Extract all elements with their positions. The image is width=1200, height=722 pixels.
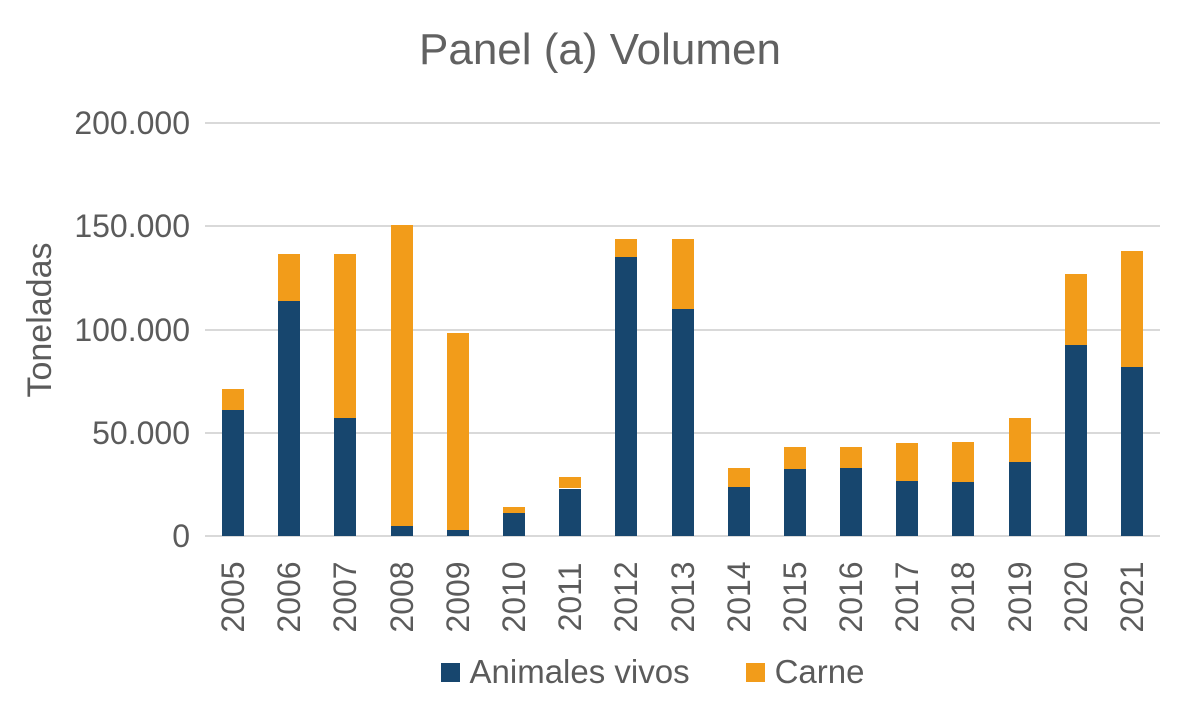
bar-segment xyxy=(727,467,750,488)
x-tick-label: 2008 xyxy=(383,561,420,633)
bar-segment xyxy=(952,442,975,483)
bar-segment xyxy=(559,477,582,489)
gridline xyxy=(205,122,1160,124)
x-tick-label: 2019 xyxy=(1001,561,1038,633)
bar-segment xyxy=(1008,461,1031,536)
bar-segment xyxy=(390,525,413,536)
bar-segment xyxy=(1120,251,1143,367)
x-tick-label: 2014 xyxy=(720,561,757,633)
animales-vivos-swatch-icon xyxy=(440,662,460,682)
legend-label: Carne xyxy=(774,653,865,690)
bar-segment xyxy=(727,487,750,536)
bar-segment xyxy=(446,332,469,530)
bar-segment xyxy=(222,389,245,411)
bar-segment xyxy=(1064,344,1087,536)
bar-segment xyxy=(278,300,301,536)
bar-segment xyxy=(952,482,975,536)
bar-segment xyxy=(840,467,863,536)
y-tick-label: 200.000 xyxy=(74,105,190,141)
y-tick-label: 0 xyxy=(172,518,190,554)
chart-title: Panel (a) Volumen xyxy=(419,25,781,74)
legend: Animales vivos Carne xyxy=(175,652,1130,692)
x-tick-label: 2010 xyxy=(495,561,532,633)
plot-area: 2005 2006 2007 2008 2009 2010 2011 2012 2013 2014… xyxy=(205,122,1160,633)
bar-segment xyxy=(334,418,357,536)
x-tick-label: 2013 xyxy=(664,561,701,633)
bar-segment xyxy=(390,225,413,526)
bar-segment xyxy=(1064,273,1087,345)
bar-segment xyxy=(502,507,525,514)
bar-segment xyxy=(278,254,301,301)
x-tick-label: 2020 xyxy=(1057,561,1094,633)
y-tick-label: 100.000 xyxy=(74,311,190,348)
bar-segment xyxy=(559,488,582,536)
x-tick-label: 2012 xyxy=(608,561,645,633)
x-tick-label: 2018 xyxy=(945,561,982,633)
bar-segment xyxy=(1120,366,1143,536)
bar-segment xyxy=(671,308,694,536)
bar-segment xyxy=(896,443,919,482)
y-tick-label: 50.000 xyxy=(92,414,190,451)
carne-swatch-icon xyxy=(745,662,765,682)
bar-segment xyxy=(1008,418,1031,462)
bar-segment xyxy=(783,468,806,536)
legend-item-carne: Carne xyxy=(745,652,865,692)
legend-item-animales-vivos: Animales vivos xyxy=(440,652,690,692)
bar-segment xyxy=(671,238,694,309)
x-tick-label: 2016 xyxy=(833,561,870,633)
gridline xyxy=(205,225,1160,228)
bar-segment xyxy=(896,481,919,536)
x-tick-label: 2005 xyxy=(215,561,252,633)
x-tick-label: 2015 xyxy=(776,561,813,633)
bar-segment xyxy=(840,447,863,468)
gridline xyxy=(205,535,1160,537)
y-tick-label: 150.000 xyxy=(74,208,190,245)
bar-segment xyxy=(334,254,357,419)
bar-segment xyxy=(222,410,245,536)
x-tick-label: 2017 xyxy=(889,561,926,633)
y-axis: 0 50.000 100.000 150.000 200.000 xyxy=(0,106,190,553)
x-tick-label: 2009 xyxy=(439,561,476,633)
legend-label: Animales vivos xyxy=(469,653,690,690)
bar-segment xyxy=(615,238,638,258)
x-tick-label: 2021 xyxy=(1113,561,1150,633)
bar-segment xyxy=(446,529,469,536)
bar-segment xyxy=(615,257,638,536)
bar-segment xyxy=(783,447,806,469)
x-tick-label: 2007 xyxy=(327,561,364,633)
bar-segment xyxy=(502,513,525,536)
x-tick-label: 2006 xyxy=(271,561,308,633)
x-tick-label: 2011 xyxy=(552,562,589,632)
